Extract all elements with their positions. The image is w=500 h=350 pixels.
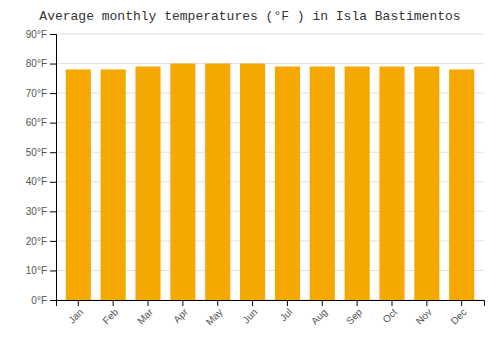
tick-label: 60°F xyxy=(26,117,47,128)
tick-mark xyxy=(50,123,56,124)
bar xyxy=(205,64,230,300)
bar xyxy=(345,67,370,300)
tick-mark xyxy=(391,300,392,306)
tick: Dec xyxy=(448,300,468,327)
tick-mark xyxy=(50,241,56,242)
tick-mark xyxy=(426,300,427,306)
tick: 70°F xyxy=(26,88,56,99)
tick: Apr xyxy=(171,300,190,325)
tick-mark xyxy=(50,182,56,183)
y-axis: 0°F 10°F 20°F 30°F 40°F 50°F 60°F 70°F 80°F 90°F xyxy=(26,29,57,306)
title: Average monthly temperatures (°F ) in Is… xyxy=(39,9,460,24)
bar xyxy=(449,69,474,300)
tick-label: Jul xyxy=(278,306,295,323)
tick-mark xyxy=(113,300,114,306)
tick-label: 40°F xyxy=(26,176,47,187)
tick-label: Jun xyxy=(240,306,259,325)
tick-mark xyxy=(50,93,56,94)
grid-line xyxy=(56,63,484,64)
bars xyxy=(66,64,474,300)
tick: Feb xyxy=(100,300,120,326)
axis-line xyxy=(57,301,485,307)
tick-label: 70°F xyxy=(26,88,47,99)
tick: May xyxy=(204,300,225,328)
tick: 0°F xyxy=(31,295,56,306)
tick-mark xyxy=(217,300,218,306)
tick: Aug xyxy=(309,300,329,327)
tick: 90°F xyxy=(26,29,56,40)
tick-mark xyxy=(50,300,56,301)
tick-label: 0°F xyxy=(31,295,47,306)
tick: Jul xyxy=(278,300,295,323)
tick-mark xyxy=(50,34,56,35)
tick-label: Jan xyxy=(66,306,85,325)
tick-mark xyxy=(78,300,79,306)
tick-label: 90°F xyxy=(26,29,47,40)
tick: 20°F xyxy=(26,236,56,247)
bar xyxy=(275,67,300,300)
tick-mark xyxy=(322,300,323,306)
tick: 50°F xyxy=(26,147,56,158)
tick: 30°F xyxy=(26,206,56,217)
x-axis: Jan Feb Mar Apr May Jun Jul Aug Sep Oct Nov Dec xyxy=(57,300,485,328)
tick-label: 30°F xyxy=(26,206,47,217)
bar xyxy=(135,67,160,300)
tick-label: Oct xyxy=(380,306,399,325)
tick: 40°F xyxy=(26,176,56,187)
tick-mark xyxy=(357,300,358,306)
tick-label: Nov xyxy=(414,306,434,326)
tick-label: Feb xyxy=(100,306,120,326)
tick: Mar xyxy=(135,300,155,326)
tick-label: Mar xyxy=(135,306,155,326)
tick-label: Apr xyxy=(171,306,190,325)
grid-line xyxy=(56,34,484,35)
bar xyxy=(240,64,265,300)
tick-label: May xyxy=(204,306,225,327)
bar xyxy=(101,69,126,300)
tick-mark xyxy=(148,300,149,306)
bar xyxy=(379,67,404,300)
tick: 80°F xyxy=(26,58,56,69)
tick-label: Aug xyxy=(309,306,329,326)
bar xyxy=(66,69,91,300)
tick: Jun xyxy=(240,300,259,326)
tick-label: 50°F xyxy=(26,147,47,158)
tick: Oct xyxy=(380,300,399,325)
tick-mark xyxy=(50,152,56,153)
chart: Jan Feb Mar Apr May Jun Jul Aug Sep Oct Nov Dec 0°F 1… xyxy=(0,0,500,350)
bar xyxy=(414,67,439,300)
tick-label: 10°F xyxy=(26,265,47,276)
tick-mark xyxy=(50,64,56,65)
tick-label: Dec xyxy=(448,306,468,326)
tick-mark xyxy=(287,300,288,306)
grid xyxy=(56,34,484,300)
tick-label: 20°F xyxy=(26,236,47,247)
tick: 60°F xyxy=(26,117,56,128)
tick-label: 80°F xyxy=(26,58,47,69)
axis-line xyxy=(50,35,57,301)
tick: Nov xyxy=(414,300,434,327)
tick-mark xyxy=(50,211,56,212)
tick-label: Sep xyxy=(344,306,365,327)
tick: 10°F xyxy=(26,265,56,276)
tick: Jan xyxy=(66,300,85,326)
tick-mark xyxy=(252,300,253,306)
tick: Sep xyxy=(344,300,365,327)
tick-mark xyxy=(182,300,183,306)
plot: Jan Feb Mar Apr May Jun Jul Aug Sep Oct Nov Dec 0°F 1… xyxy=(26,29,485,328)
bar xyxy=(310,67,335,300)
tick-mark xyxy=(50,270,56,271)
bar xyxy=(170,64,195,300)
tick-mark xyxy=(461,300,462,306)
